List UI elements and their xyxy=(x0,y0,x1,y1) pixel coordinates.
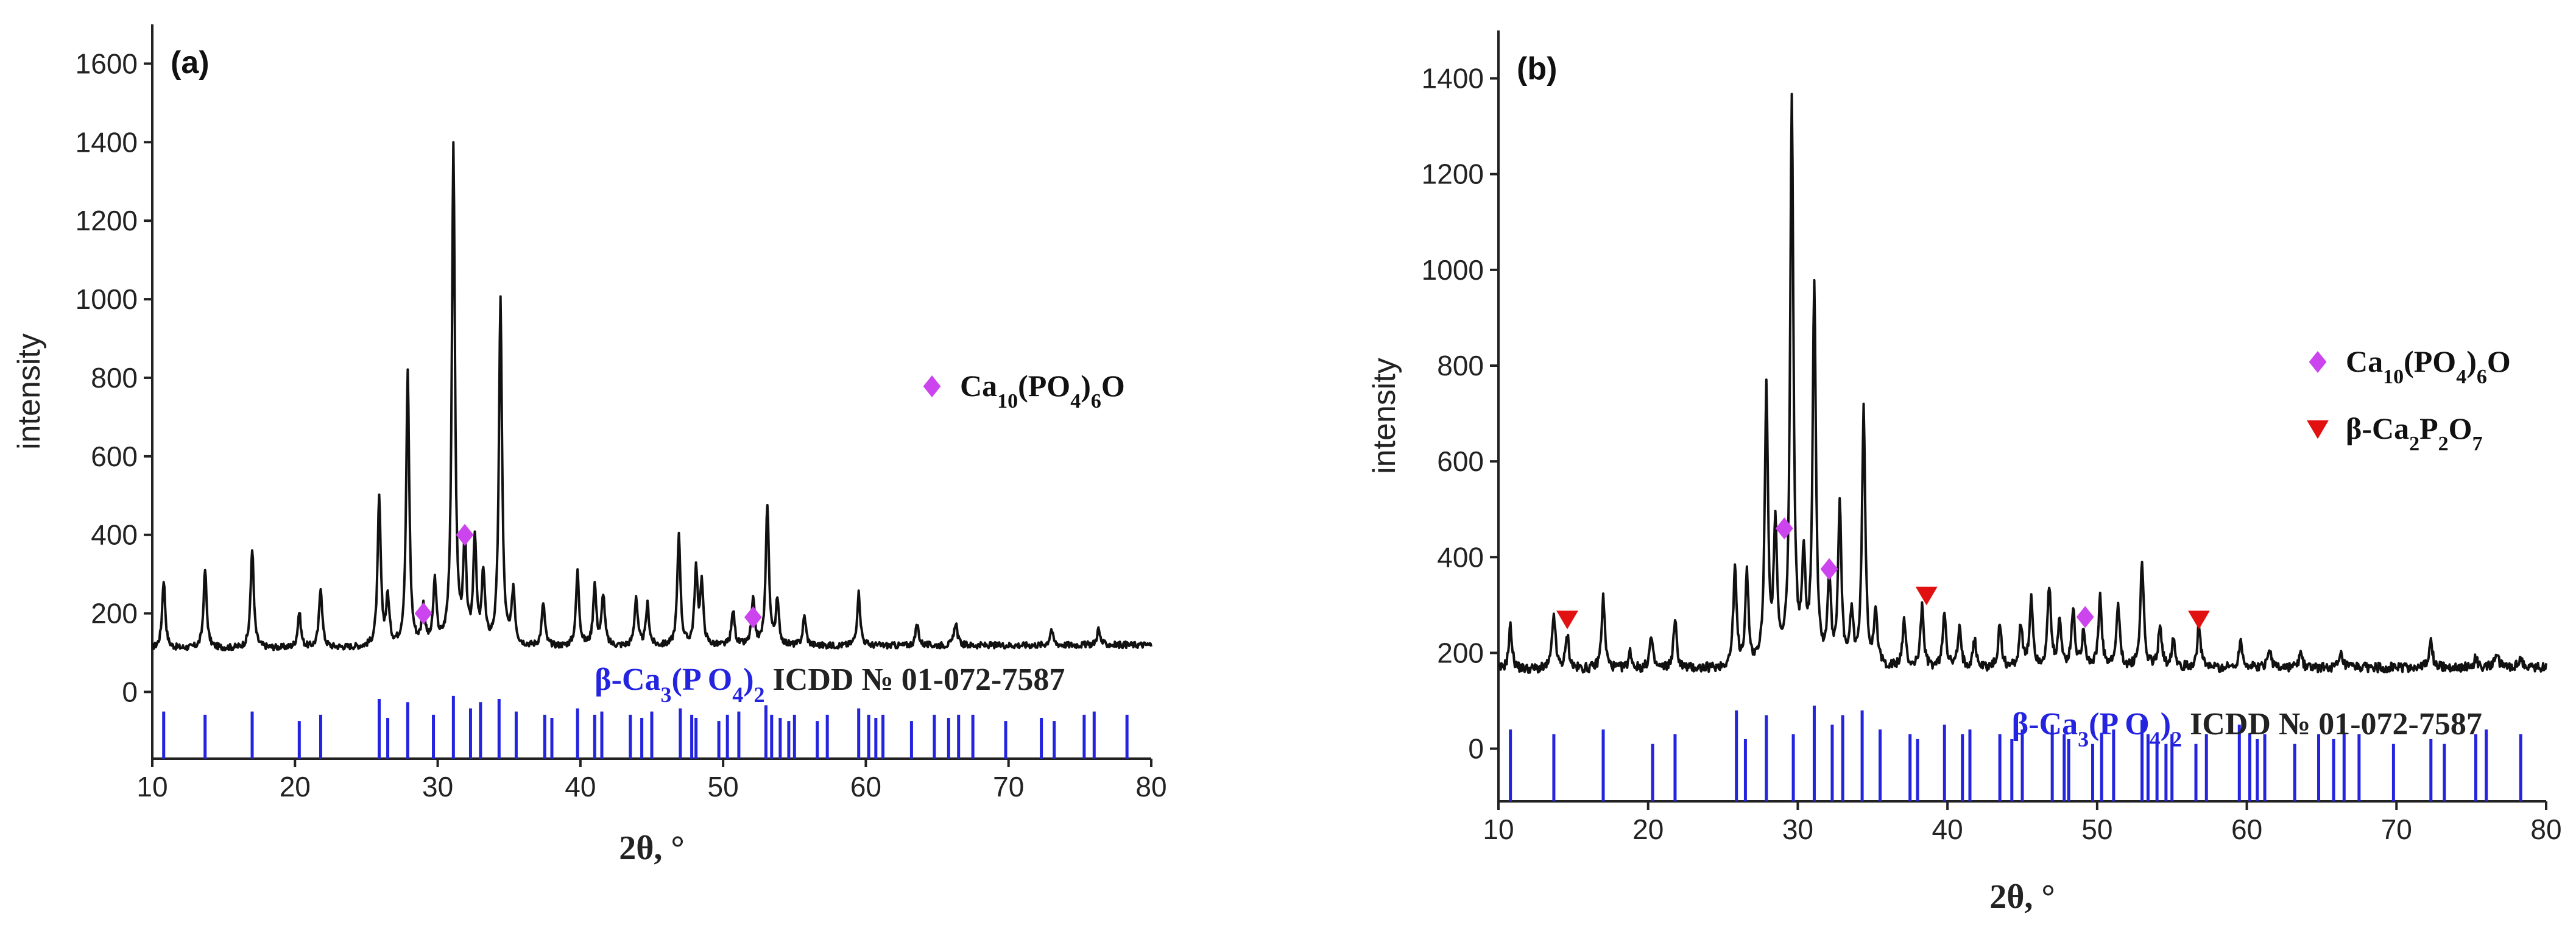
diamond-marker xyxy=(414,602,432,625)
legend-triangle-icon xyxy=(2307,420,2329,439)
legend-label: Ca10(PO4)6O xyxy=(960,369,1125,413)
diamond-marker xyxy=(456,523,474,546)
y-tick-label: 200 xyxy=(1437,637,1484,668)
x-tick-label: 30 xyxy=(422,771,453,803)
y-tick-label: 600 xyxy=(1437,445,1484,477)
legend-diamond-icon xyxy=(923,375,941,397)
y-tick-label: 800 xyxy=(1437,350,1484,381)
y-tick-label: 0 xyxy=(122,676,138,707)
triangle-marker xyxy=(2187,611,2210,629)
x-tick-label: 10 xyxy=(136,771,168,803)
diamond-marker xyxy=(1775,517,1793,540)
x-tick-label: 70 xyxy=(2381,814,2412,845)
chart-panel-a: 10 20 30 40 50 60 70 80020040060080010001200140… xyxy=(12,24,1167,867)
chart-panel-b: 10 20 30 40 50 60 70 80020040060080010001200140… xyxy=(1367,30,2562,916)
x-axis-title: 2θ, ° xyxy=(1989,878,2055,916)
x-tick-label: 80 xyxy=(2530,814,2561,845)
y-tick-label: 1000 xyxy=(76,283,138,315)
x-tick-label: 20 xyxy=(280,771,311,803)
x-tick-label: 50 xyxy=(708,771,739,803)
y-tick-label: 400 xyxy=(1437,541,1484,573)
y-tick-label: 400 xyxy=(91,519,138,551)
x-tick-label: 60 xyxy=(850,771,881,803)
y-tick-label: 1400 xyxy=(76,126,138,158)
y-tick-label: 600 xyxy=(91,441,138,472)
legend-label: Ca10(PO4)6O xyxy=(2346,344,2511,388)
y-axis-title: intensity xyxy=(12,333,47,450)
y-tick-label: 1200 xyxy=(76,205,138,236)
y-tick-label: 1600 xyxy=(76,48,138,79)
triangle-marker xyxy=(1915,586,1938,606)
y-tick-label: 200 xyxy=(91,598,138,629)
legend-label: β-Ca2P2O7 xyxy=(2346,411,2483,455)
diamond-marker xyxy=(1820,558,1838,580)
y-tick-label: 1000 xyxy=(1422,254,1484,286)
x-tick-label: 20 xyxy=(1632,814,1664,845)
x-tick-label: 10 xyxy=(1483,814,1514,845)
reference-label: β-Ca3(P O4)2 ICDD № 01-072-7587 xyxy=(2012,707,2482,751)
diamond-marker xyxy=(2076,606,2094,628)
x-tick-label: 80 xyxy=(1135,771,1166,803)
x-tick-label: 40 xyxy=(565,771,596,803)
triangle-marker xyxy=(1556,611,1579,629)
panel-label: (a) xyxy=(171,45,210,80)
diffraction-pattern-line xyxy=(1497,93,2547,674)
legend-diamond-icon xyxy=(2309,351,2327,373)
panel-label: (b) xyxy=(1517,51,1557,87)
y-tick-label: 800 xyxy=(91,362,138,394)
y-tick-label: 0 xyxy=(1468,733,1484,765)
diamond-marker xyxy=(744,606,762,629)
diffraction-pattern-line xyxy=(151,141,1152,651)
reference-label: β-Ca3(P O4)2 ICDD № 01-072-7587 xyxy=(595,662,1065,707)
x-tick-label: 70 xyxy=(993,771,1024,803)
y-tick-label: 1400 xyxy=(1422,63,1484,94)
y-tick-label: 1200 xyxy=(1422,158,1484,190)
x-axis-title: 2θ, ° xyxy=(619,829,685,867)
x-tick-label: 50 xyxy=(2081,814,2112,845)
x-tick-label: 40 xyxy=(1932,814,1963,845)
x-tick-label: 30 xyxy=(1782,814,1813,845)
y-axis-title: intensity xyxy=(1367,358,1402,474)
x-tick-label: 60 xyxy=(2231,814,2262,845)
